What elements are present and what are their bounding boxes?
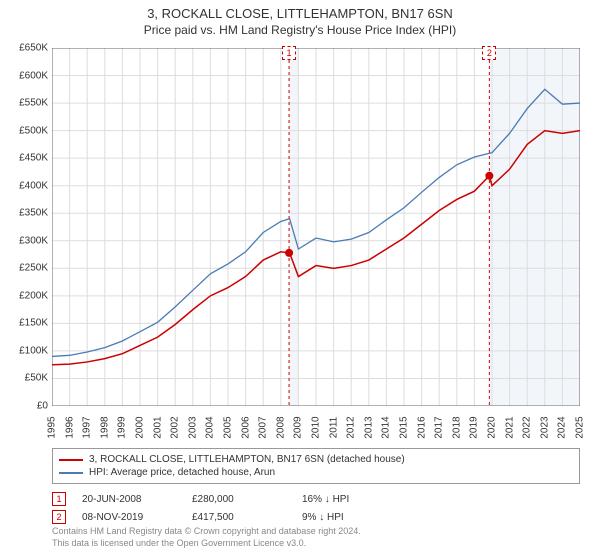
marker-price: £280,000 [192, 494, 302, 505]
marker-id-box: 2 [52, 510, 66, 524]
marker-row: 1 20-JUN-2008£280,00016% ↓ HPI [52, 490, 412, 508]
x-axis-label: 2023 [539, 416, 550, 438]
attribution-line: This data is licensed under the Open Gov… [52, 538, 361, 550]
line-chart [52, 48, 580, 406]
x-axis-label: 2012 [346, 416, 357, 438]
y-axis-label: £300K [19, 235, 48, 246]
x-axis-label: 2025 [575, 416, 586, 438]
attribution: Contains HM Land Registry data © Crown c… [52, 526, 361, 549]
x-axis-label: 2015 [399, 416, 410, 438]
x-axis-label: 2013 [363, 416, 374, 438]
x-axis-label: 2016 [416, 416, 427, 438]
x-axis-label: 2006 [240, 416, 251, 438]
legend-label: 3, ROCKALL CLOSE, LITTLEHAMPTON, BN17 6S… [89, 454, 405, 465]
legend-swatch [59, 472, 83, 474]
marker-price: £417,500 [192, 512, 302, 523]
legend-item: HPI: Average price, detached house, Arun [59, 466, 573, 479]
x-axis-label: 1998 [99, 416, 110, 438]
chart-subtitle: Price paid vs. HM Land Registry's House … [0, 21, 600, 37]
x-axis-label: 2011 [328, 417, 339, 439]
y-axis-label: £150K [19, 318, 48, 329]
chart-area: £0£50K£100K£150K£200K£250K£300K£350K£400… [52, 48, 580, 406]
x-axis-label: 2008 [275, 416, 286, 438]
x-axis-label: 2009 [293, 416, 304, 438]
y-axis-label: £100K [19, 345, 48, 356]
marker-flag: 1 [282, 46, 296, 60]
x-axis-label: 1996 [64, 416, 75, 438]
y-axis-label: £450K [19, 153, 48, 164]
x-axis-label: 2004 [205, 416, 216, 438]
x-axis-label: 2020 [487, 416, 498, 438]
y-axis-label: £600K [19, 70, 48, 81]
x-axis-label: 2017 [434, 416, 445, 438]
legend: 3, ROCKALL CLOSE, LITTLEHAMPTON, BN17 6S… [52, 448, 580, 484]
legend-swatch [59, 459, 83, 461]
marker-row: 2 08-NOV-2019£417,5009% ↓ HPI [52, 508, 412, 526]
x-axis-label: 2014 [381, 416, 392, 438]
y-axis-label: £550K [19, 98, 48, 109]
y-axis-label: £200K [19, 290, 48, 301]
y-axis-label: £50K [25, 373, 48, 384]
marker-flag: 2 [482, 46, 496, 60]
marker-diff: 16% ↓ HPI [302, 494, 412, 505]
marker-table: 1 20-JUN-2008£280,00016% ↓ HPI 2 08-NOV-201… [52, 490, 412, 526]
x-axis-label: 2010 [311, 416, 322, 438]
attribution-line: Contains HM Land Registry data © Crown c… [52, 526, 361, 538]
y-axis-label: £650K [19, 43, 48, 54]
marker-id-box: 1 [52, 492, 66, 506]
x-axis-label: 1995 [47, 416, 58, 438]
y-axis-label: £350K [19, 208, 48, 219]
legend-label: HPI: Average price, detached house, Arun [89, 467, 275, 478]
x-axis-label: 2018 [451, 416, 462, 438]
marker-date: 08-NOV-2019 [82, 512, 192, 523]
y-axis-label: £250K [19, 263, 48, 274]
x-axis-label: 2024 [557, 416, 568, 438]
x-axis-label: 2007 [258, 416, 269, 438]
x-axis-label: 2022 [522, 416, 533, 438]
chart-container: 3, ROCKALL CLOSE, LITTLEHAMPTON, BN17 6S… [0, 0, 600, 560]
x-axis-label: 2002 [170, 416, 181, 438]
marker-date: 20-JUN-2008 [82, 494, 192, 505]
y-axis-label: £500K [19, 125, 48, 136]
x-axis-label: 2000 [135, 416, 146, 438]
x-axis-label: 2001 [152, 416, 163, 438]
y-axis-label: £0 [37, 401, 48, 412]
x-axis-label: 1997 [82, 416, 93, 438]
marker-diff: 9% ↓ HPI [302, 512, 412, 523]
x-axis-label: 1999 [117, 416, 128, 438]
y-axis-label: £400K [19, 180, 48, 191]
legend-item: 3, ROCKALL CLOSE, LITTLEHAMPTON, BN17 6S… [59, 453, 573, 466]
x-axis-label: 2003 [187, 416, 198, 438]
x-axis-label: 2019 [469, 416, 480, 438]
x-axis-label: 2005 [223, 416, 234, 438]
x-axis-label: 2021 [504, 416, 515, 438]
chart-title: 3, ROCKALL CLOSE, LITTLEHAMPTON, BN17 6S… [0, 0, 600, 21]
